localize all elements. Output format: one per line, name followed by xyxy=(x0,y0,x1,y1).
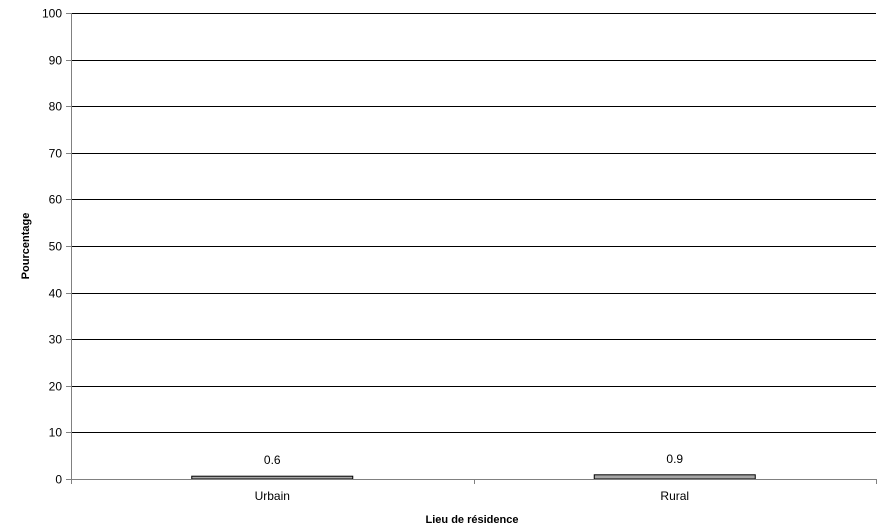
y-tick-label: 70 xyxy=(49,147,63,161)
y-tick-label: 10 xyxy=(49,426,63,440)
x-axis-title: Lieu de résidence xyxy=(426,514,519,526)
data-label: 0.6 xyxy=(264,453,281,467)
bar xyxy=(191,475,354,480)
y-tick-label: 90 xyxy=(49,54,63,68)
x-category-label: Rural xyxy=(660,489,689,503)
y-tick-label: 30 xyxy=(49,333,63,347)
y-tick-label: 80 xyxy=(49,100,63,114)
axes xyxy=(66,13,877,484)
bar xyxy=(593,474,756,480)
y-tick-label: 60 xyxy=(49,193,63,207)
y-tick-label: 100 xyxy=(42,7,62,21)
y-tick-label: 40 xyxy=(49,287,63,301)
y-tick-label: 50 xyxy=(49,240,63,254)
gridlines xyxy=(71,13,876,433)
data-labels: 0.6 0.9 xyxy=(264,452,684,467)
y-tick-labels: 0 10 20 30 40 50 60 70 80 90 100 xyxy=(42,7,62,487)
y-tick-label: 20 xyxy=(49,380,63,394)
x-category-label: Urbain xyxy=(255,489,290,503)
x-category-labels: Urbain Rural xyxy=(255,489,690,503)
y-tick-label: 0 xyxy=(55,473,62,487)
y-axis-title: Pourcentage xyxy=(20,213,32,280)
data-label: 0.9 xyxy=(666,452,683,466)
bars xyxy=(191,474,756,480)
